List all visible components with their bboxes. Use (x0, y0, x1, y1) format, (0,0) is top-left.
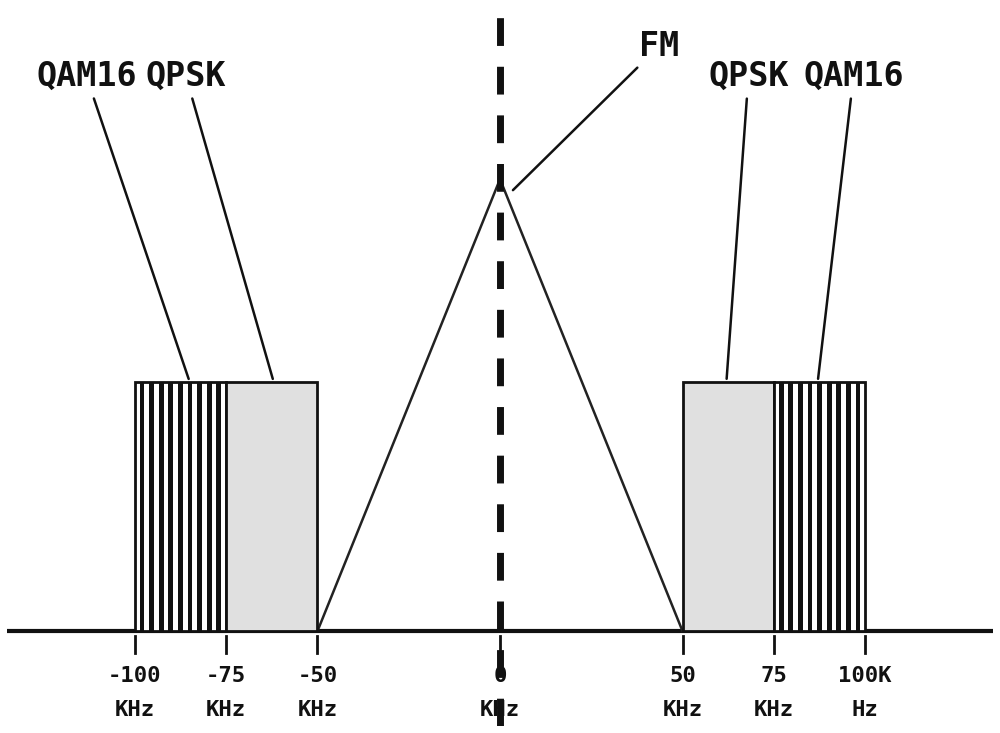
Text: KHz: KHz (480, 700, 520, 721)
Bar (836, 382, 841, 631)
Bar (140, 382, 144, 631)
Bar (216, 382, 221, 631)
Bar (178, 382, 183, 631)
Text: -75: -75 (206, 666, 246, 686)
Text: 75: 75 (761, 666, 787, 686)
Text: KHz: KHz (115, 700, 155, 721)
Text: KHz: KHz (663, 700, 703, 721)
Text: QPSK: QPSK (708, 60, 789, 379)
Bar (798, 382, 803, 631)
Bar (774, 382, 865, 631)
Bar (846, 382, 851, 631)
Text: 0: 0 (493, 666, 507, 686)
Text: QAM16: QAM16 (803, 60, 904, 379)
Text: KHz: KHz (206, 700, 246, 721)
Text: -100: -100 (108, 666, 162, 686)
Bar (197, 382, 202, 631)
Text: 50: 50 (669, 666, 696, 686)
Bar (149, 382, 154, 631)
Bar (779, 382, 784, 631)
Text: QAM16: QAM16 (36, 60, 189, 379)
Text: KHz: KHz (297, 700, 337, 721)
Bar (207, 382, 212, 631)
Text: -50: -50 (297, 666, 337, 686)
Bar (683, 382, 774, 631)
Bar (788, 382, 793, 631)
Bar (856, 382, 860, 631)
Bar (808, 382, 812, 631)
Bar (168, 382, 173, 631)
Bar (159, 382, 164, 631)
Bar (135, 382, 226, 631)
Bar (827, 382, 832, 631)
Bar (226, 382, 317, 631)
Bar (817, 382, 822, 631)
Text: QPSK: QPSK (146, 60, 273, 379)
Text: FM: FM (513, 30, 679, 190)
Text: 100K: 100K (838, 666, 892, 686)
Text: Hz: Hz (852, 700, 879, 721)
Bar (188, 382, 192, 631)
Text: KHz: KHz (754, 700, 794, 721)
